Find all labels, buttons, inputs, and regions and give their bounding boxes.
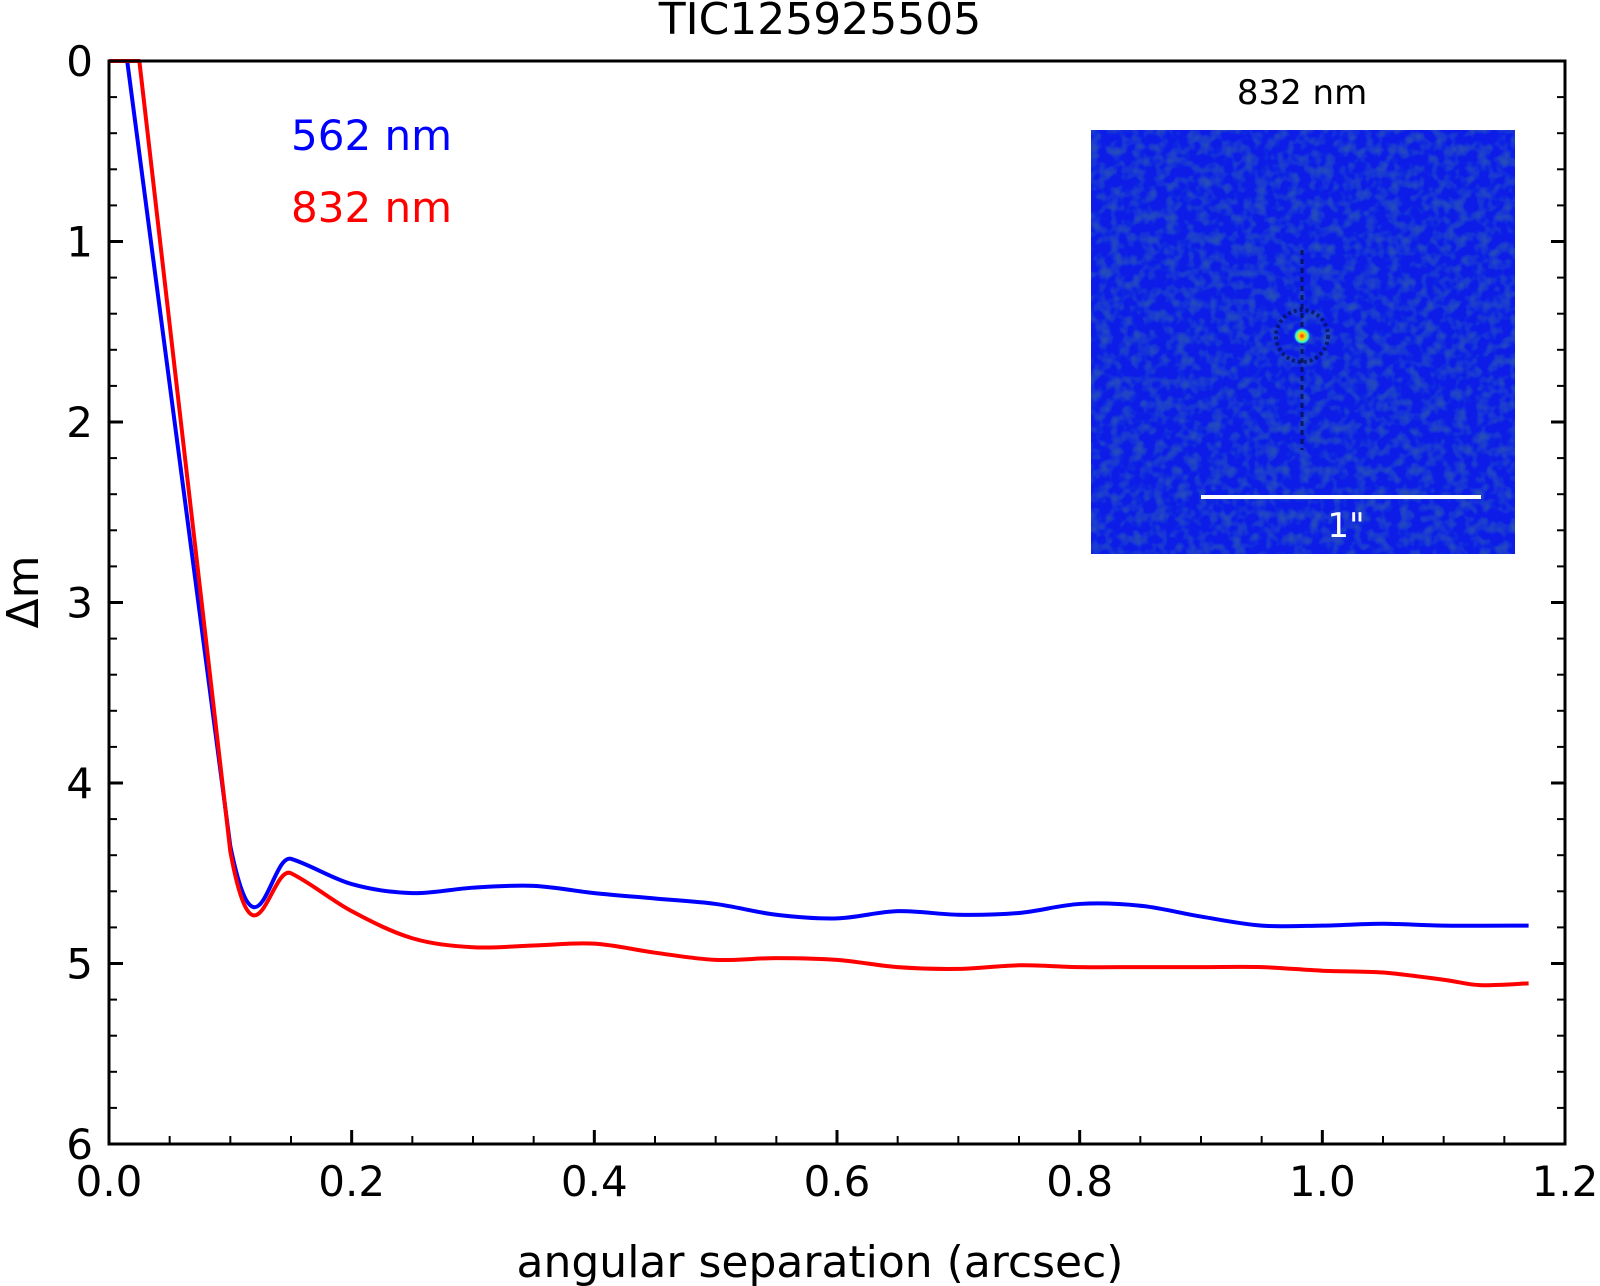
star-psf [1293,327,1311,345]
y-tick-label: 5 [66,940,93,989]
y-axis-ticks: 0 1 2 3 4 5 6 [66,37,1565,1169]
x-axis-ticks: 0.0 0.2 0.4 0.6 0.8 1.0 1.2 [76,1130,1599,1206]
y-tick-label: 3 [66,579,93,628]
y-tick-label: 6 [66,1120,93,1169]
x-tick-label: 0.6 [804,1157,871,1206]
plot-frame [107,59,1567,1146]
inset-image-panel: 832 nm 1" [1091,73,1515,554]
scale-bar-label: 1" [1327,506,1364,546]
series-layer [109,59,1529,988]
legend-entry-832nm: 832 nm [291,183,452,232]
legend-entry-562nm: 562 nm [291,111,452,160]
speckle-rings [1274,308,1330,364]
y-tick-label: 0 [66,37,93,86]
x-axis-label: angular separation (arcsec) [517,1237,1124,1286]
x-tick-label: 0.4 [561,1157,628,1206]
series-line-562nm [109,59,1529,929]
y-tick-label: 4 [66,759,93,808]
x-tick-label: 0.2 [318,1157,385,1206]
x-tick-label: 1.2 [1532,1157,1599,1206]
y-axis-label: Δm [0,556,49,629]
x-tick-label: 1.0 [1289,1157,1356,1206]
series-line-832nm [109,59,1529,988]
y-tick-label: 2 [66,398,93,447]
y-tick-label: 1 [66,218,93,267]
x-tick-label: 0.8 [1046,1157,1113,1206]
chart-title: TIC125925505 [658,0,982,45]
x-tick-label: 0.0 [76,1157,143,1206]
inset-title: 832 nm [1237,73,1367,113]
